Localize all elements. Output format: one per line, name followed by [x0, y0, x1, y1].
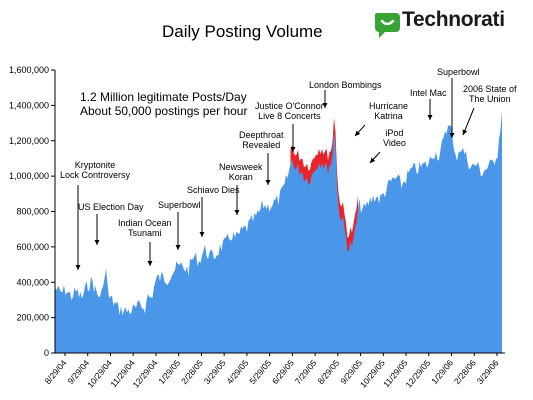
y-tick-label: 0 [44, 348, 49, 358]
annotation-kryptonite-line: Lock Controversy [60, 170, 131, 180]
y-tick-label: 200,000 [16, 313, 49, 323]
page-title: Daily Posting Volume [162, 22, 323, 41]
leader-arrowhead [75, 265, 81, 270]
brand-name: Technorati [402, 8, 505, 31]
x-tick-label: 8/29/05 [315, 358, 341, 386]
x-tick-label: 6/29/05 [270, 358, 296, 386]
annotation-kryptonite-line: Kryptonite [74, 160, 116, 170]
annotation-superbowl-2006-line: Superbowl [437, 67, 480, 77]
series-area [55, 110, 502, 353]
leader-arrowhead [355, 130, 361, 136]
leader-arrowhead [147, 261, 153, 266]
annotation-deepthroat: Deepthroat Revealed [239, 130, 284, 150]
annotation-ipod-line: Video [383, 138, 406, 148]
x-tick-label: 12/29/04 [131, 358, 160, 390]
headline-posts-per-hour: About 50,000 postings per hour [80, 104, 248, 118]
annotation-state-of-union: 2006 State of The Union [463, 84, 517, 104]
x-tick-label: 4/29/05 [225, 358, 251, 386]
annotation-schiavo-line: Schiavo Dies [187, 185, 240, 195]
annotation-london-line: London Bombings [309, 80, 382, 90]
y-tick-label: 1,200,000 [9, 136, 49, 146]
x-tick-label: 8/29/04 [43, 358, 69, 386]
annotation-intel-mac-line: Intel Mac [410, 88, 447, 98]
y-tick-label: 1,400,000 [9, 100, 49, 110]
annotation-superbowl-2005: Superbowl [158, 200, 201, 210]
annotation-ipod: iPod Video [383, 128, 406, 148]
x-tick-label: 1/29/06 [429, 358, 455, 386]
annotation-newsweek: Newsweek Koran [219, 162, 263, 182]
annotation-tsunami: Indian Ocean Tsunami [118, 218, 172, 238]
annotation-state-of-union-line: 2006 State of [463, 84, 517, 94]
x-tick-label: 5/29/05 [247, 358, 273, 386]
annotation-superbowl-2005-line: Superbowl [158, 200, 201, 210]
leader-arrowhead [370, 157, 376, 163]
y-tick-label: 600,000 [16, 242, 49, 252]
x-tick-label: 2/28/05 [179, 358, 205, 386]
leader-arrowhead [199, 232, 205, 237]
annotation-kryptonite: Kryptonite Lock Controversy [60, 160, 130, 180]
y-tick-label: 1,000,000 [9, 171, 49, 181]
technorati-logo-icon [374, 13, 400, 38]
headline-posts-per-day: 1.2 Million legitimate Posts/Day [80, 90, 247, 104]
x-tick-label: 1/29/05 [156, 358, 182, 386]
annotation-superbowl-2006: Superbowl [437, 67, 480, 77]
annotation-ipod-line: iPod [385, 128, 404, 138]
leader-arrowhead [94, 240, 100, 245]
leader-arrowhead [449, 133, 455, 138]
annotation-intel-mac: Intel Mac [410, 88, 447, 98]
annotation-oconnor-line: Live 8 Concerts [258, 111, 321, 121]
x-tick-label: 3/29/06 [475, 358, 501, 386]
x-tick-label: 12/29/05 [403, 358, 432, 390]
x-tick-label: 7/29/05 [293, 358, 319, 386]
annotation-oconnor-line: Justice O'Connor [255, 101, 324, 111]
annotation-deepthroat-line: Deepthroat [239, 130, 284, 140]
y-tick-label: 800,000 [16, 207, 49, 217]
annotation-tsunami-line: Tsunami [128, 228, 162, 238]
annotation-oconnor: Justice O'Connor Live 8 Concerts [255, 101, 324, 121]
annotation-katrina-line: Katrina [374, 111, 403, 121]
annotation-state-of-union-line: The Union [469, 94, 511, 104]
leader-arrowhead [322, 103, 328, 108]
leader-arrowhead [175, 245, 181, 250]
annotation-newsweek-line: Koran [228, 172, 253, 182]
annotation-london: London Bombings [309, 80, 382, 90]
annotation-katrina: Hurricane Katrina [369, 101, 408, 121]
leader-arrowhead [234, 210, 240, 215]
y-tick-label: 400,000 [16, 277, 49, 287]
x-tick-label: 2/28/06 [452, 358, 478, 386]
x-tick-label: 3/29/05 [202, 358, 228, 386]
annotation-election: US Election Day [78, 202, 144, 212]
leader-arrowhead [462, 129, 468, 135]
annotation-election-line: US Election Day [78, 202, 144, 212]
leader-arrowhead [290, 147, 296, 152]
y-tick-label: 1,600,000 [9, 65, 49, 75]
annotation-newsweek-line: Newsweek [219, 162, 263, 172]
annotation-katrina-line: Hurricane [369, 101, 409, 111]
leader-arrowhead [265, 180, 271, 185]
leader-arrowhead [427, 115, 433, 120]
annotation-deepthroat-line: Revealed [242, 140, 281, 150]
annotation-schiavo: Schiavo Dies [187, 185, 240, 195]
annotation-tsunami-line: Indian Ocean [118, 218, 172, 228]
